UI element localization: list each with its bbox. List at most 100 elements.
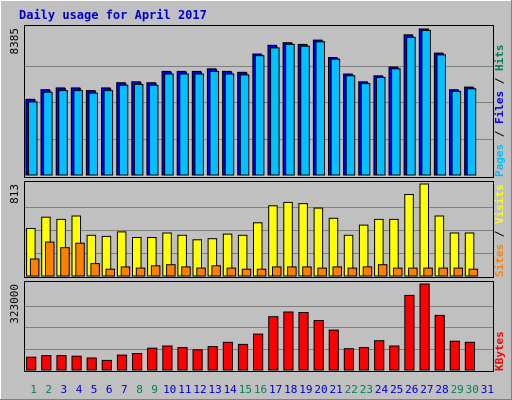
series-pages — [28, 30, 477, 176]
bar-sites-day-1 — [29, 258, 40, 277]
legend-pages: Pages — [493, 144, 506, 177]
panel-1: 8385 Pages / Files / Hits — [8, 25, 506, 178]
bar-kbytes-day-2 — [41, 355, 52, 371]
legend-separator: / — [493, 71, 506, 91]
bar-sites-day-3 — [60, 247, 70, 277]
legend-separator: / — [493, 224, 506, 244]
bar-pages-day-1 — [28, 101, 38, 176]
bar-kbytes-day-13 — [207, 346, 218, 371]
bar-sites-day-13 — [211, 265, 221, 277]
day-label-31: 31 — [481, 383, 494, 396]
day-label-4: 4 — [76, 383, 83, 396]
bar-sites-day-11 — [181, 266, 191, 277]
bar-kbytes-day-28 — [434, 314, 445, 371]
bar-sites-day-14 — [226, 267, 237, 277]
bar-pages-day-29 — [451, 90, 462, 176]
bar-pages-day-30 — [466, 88, 477, 176]
bar-visits-day-16 — [253, 222, 263, 277]
bar-kbytes-day-9 — [147, 347, 158, 371]
day-label-12: 12 — [193, 383, 206, 396]
day-label-3: 3 — [60, 383, 67, 396]
bar-pages-day-13 — [209, 70, 219, 176]
bar-sites-day-27 — [423, 267, 433, 277]
bar-kbytes-day-10 — [162, 345, 173, 371]
scale-max-label: 323000 — [8, 284, 21, 324]
bar-kbytes-day-5 — [86, 357, 97, 371]
bar-kbytes-day-7 — [116, 354, 128, 371]
day-label-19: 19 — [299, 383, 312, 396]
bar-sites-day-21 — [332, 266, 342, 277]
day-label-30: 30 — [466, 383, 479, 396]
panel-2: 813 Sites / Visits — [8, 181, 506, 278]
bar-kbytes-day-3 — [56, 355, 67, 371]
bar-sites-day-26 — [408, 267, 418, 277]
bar-pages-day-11 — [179, 73, 189, 176]
bar-sites-day-30 — [468, 268, 479, 277]
bar-visits-day-18 — [283, 201, 293, 277]
bar-kbytes-day-4 — [71, 355, 82, 371]
bar-sites-day-16 — [256, 268, 267, 277]
bar-pages-day-17 — [270, 47, 280, 176]
bar-pages-day-8 — [133, 84, 144, 176]
bar-sites-day-2 — [45, 241, 55, 277]
day-label-13: 13 — [208, 383, 221, 396]
bar-sites-day-18 — [287, 266, 297, 277]
bar-kbytes-day-17 — [268, 316, 279, 371]
bar-pages-day-10 — [164, 73, 174, 176]
bar-kbytes-day-26 — [404, 294, 415, 371]
day-label-2: 2 — [45, 383, 52, 396]
bar-pages-day-4 — [73, 90, 83, 176]
bar-pages-day-18 — [285, 43, 295, 176]
bar-pages-day-15 — [239, 74, 250, 176]
bar-sites-day-10 — [166, 264, 176, 277]
bar-pages-day-24 — [376, 77, 386, 176]
day-label-10: 10 — [163, 383, 176, 396]
scale-max-label: 813 — [8, 184, 21, 204]
bar-kbytes-day-25 — [389, 345, 400, 371]
bar-pages-day-3 — [58, 90, 68, 176]
scale-max-label: 8385 — [8, 28, 21, 55]
legend-visits: Visits — [493, 184, 506, 224]
legend: Sites / Visits — [493, 184, 506, 277]
panel-frame — [24, 281, 494, 372]
bar-sites-day-25 — [393, 267, 403, 277]
series-kbytes — [26, 283, 475, 371]
bar-pages-day-20 — [315, 41, 325, 176]
series-sites — [29, 241, 479, 277]
panel-3: 323000 KBytes — [8, 281, 506, 372]
day-label-14: 14 — [224, 383, 238, 396]
bar-sites-day-7 — [120, 266, 131, 277]
day-label-17: 17 — [269, 383, 282, 396]
bar-sites-day-17 — [272, 266, 282, 277]
day-label-22: 22 — [345, 383, 358, 396]
day-label-9: 9 — [151, 383, 158, 396]
bar-pages-day-27 — [421, 30, 431, 176]
bar-sites-day-9 — [150, 265, 161, 277]
day-label-26: 26 — [405, 383, 418, 396]
bar-sites-day-24 — [377, 264, 388, 277]
legend-kbytes: KBytes — [493, 331, 506, 371]
bar-visits-day-28 — [434, 215, 445, 277]
bar-sites-day-28 — [438, 267, 448, 277]
bar-sites-day-15 — [241, 268, 252, 277]
bar-sites-day-4 — [75, 242, 85, 277]
bar-visits-day-27 — [419, 183, 429, 277]
legend: Pages / Files / Hits — [493, 45, 506, 178]
chart-panels: 8385 Pages / Files / Hits 813 Sites / Visit… — [8, 25, 506, 372]
bar-pages-day-19 — [300, 45, 310, 176]
bar-pages-day-5 — [88, 92, 98, 176]
bar-kbytes-day-22 — [343, 348, 354, 371]
bar-kbytes-day-1 — [26, 356, 37, 371]
bar-sites-day-29 — [453, 267, 463, 277]
legend-separator: / — [493, 124, 506, 144]
bar-sites-day-23 — [362, 266, 373, 277]
bar-pages-day-16 — [254, 55, 265, 176]
bar-pages-day-22 — [345, 75, 356, 176]
legend-hits: Hits — [493, 45, 506, 72]
day-label-18: 18 — [284, 383, 297, 396]
day-label-21: 21 — [329, 383, 342, 396]
bar-pages-day-21 — [330, 58, 341, 176]
day-axis-labels: 1 2 3 4 5 6 7 8 9 10 11 12 13 14 15 16 17 18 19 20 21 22 23 24 2… — [30, 383, 494, 396]
bar-kbytes-day-11 — [177, 347, 188, 371]
